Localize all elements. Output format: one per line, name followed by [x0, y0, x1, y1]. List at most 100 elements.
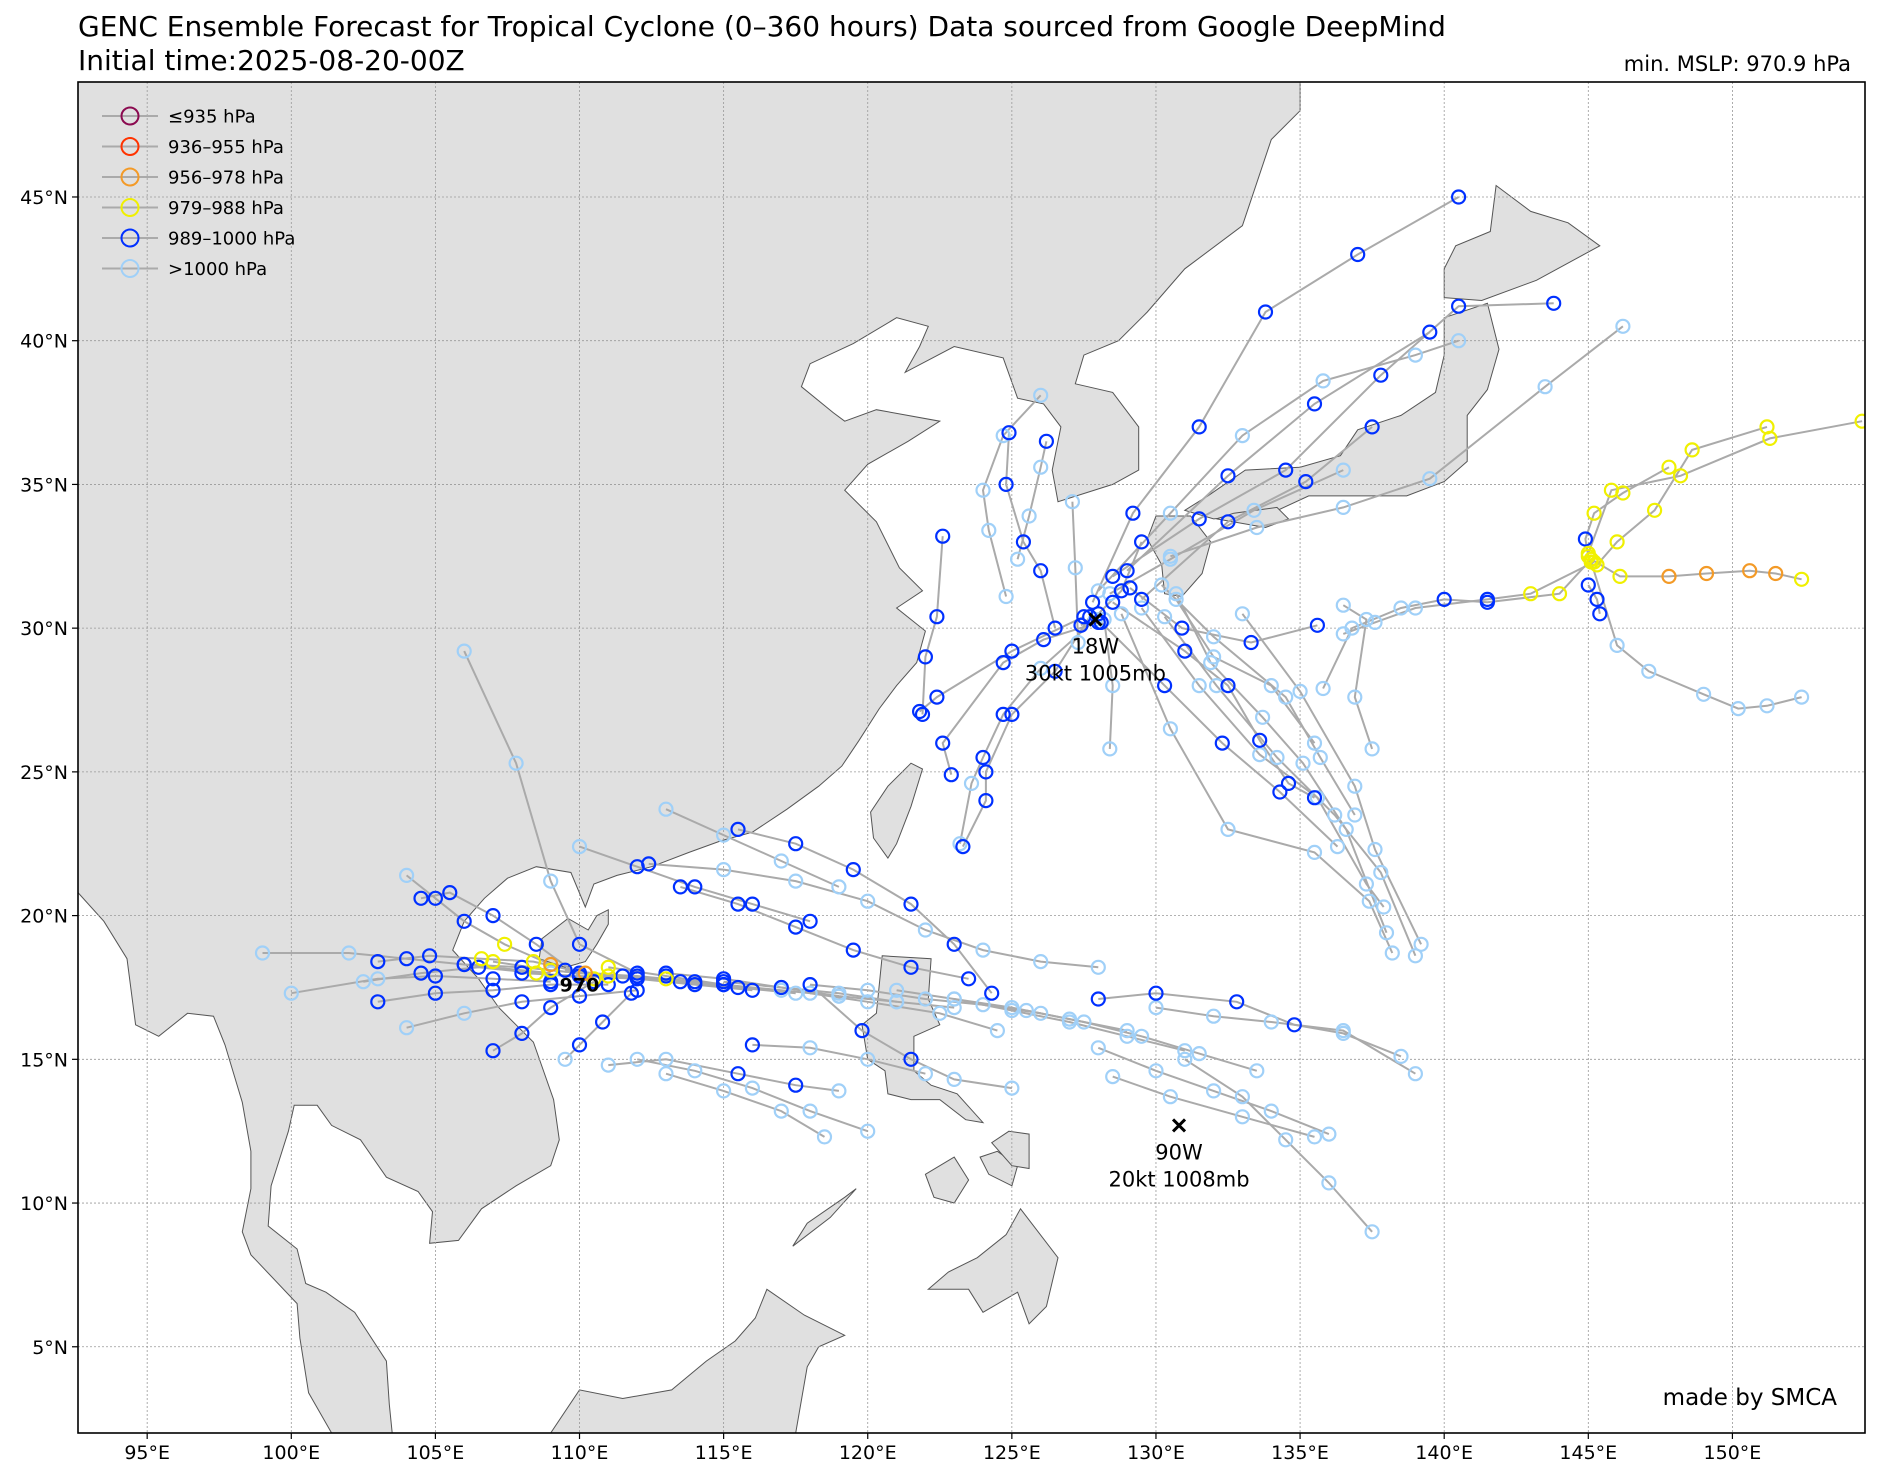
- track-point: [963, 775, 980, 792]
- ensemble-track: [665, 1072, 826, 1138]
- tracks-layer: [262, 196, 1863, 1233]
- storm-x-icon: [1171, 1118, 1187, 1133]
- track-point: [1358, 876, 1375, 892]
- track-point: [1450, 189, 1467, 205]
- storm-id-label: 18W: [1072, 635, 1120, 659]
- track-point: [1292, 683, 1308, 700]
- ensemble-track: [1112, 601, 1315, 799]
- ensemble-track: [608, 1058, 840, 1092]
- track-point: [1367, 614, 1383, 631]
- points-layer: [254, 189, 1865, 1240]
- legend-marker: [120, 137, 140, 156]
- track-point: [1589, 557, 1605, 573]
- ensemble-track: [377, 983, 609, 1003]
- track-point: [1133, 600, 1150, 616]
- ensemble-track: [564, 969, 796, 995]
- track-point: [1278, 689, 1294, 705]
- ensemble-track: [809, 983, 1013, 1090]
- ensemble-track: [1163, 616, 1417, 957]
- storm-x-icon: [1088, 612, 1103, 627]
- track-point: [370, 971, 386, 987]
- track-point: [1306, 844, 1323, 861]
- track-point: [989, 1022, 1006, 1039]
- ensemble-track: [665, 808, 840, 888]
- track-point: [1646, 502, 1663, 518]
- track-point: [485, 982, 501, 998]
- track-point: [485, 953, 501, 970]
- track-point: [1358, 611, 1375, 628]
- track-point: [1586, 554, 1602, 570]
- track-point: [528, 936, 544, 952]
- legend-item: 936–955 hPa: [102, 137, 284, 158]
- track-point: [1759, 419, 1775, 435]
- track-point: [978, 792, 994, 809]
- chart-title: GENC Ensemble Forecast for Tropical Cycl…: [78, 10, 1446, 43]
- track-point: [1249, 1063, 1265, 1079]
- track-point: [413, 965, 429, 981]
- ensemble-track: [981, 394, 1042, 597]
- track-point: [1162, 505, 1179, 521]
- track-point: [1546, 295, 1562, 311]
- legend-label: 979–988 hPa: [168, 198, 284, 219]
- ensemble-track: [1091, 196, 1460, 603]
- x-tick-label: 140°E: [1415, 1442, 1473, 1464]
- track-point: [1730, 700, 1746, 717]
- track-point: [1695, 686, 1712, 702]
- track-point: [998, 588, 1014, 605]
- track-point: [456, 956, 472, 973]
- track-point: [1295, 755, 1311, 771]
- track-point: [1047, 663, 1063, 679]
- track-point: [1286, 1017, 1302, 1033]
- track-point: [658, 1066, 674, 1082]
- track-point: [1148, 1063, 1164, 1079]
- ensemble-track: [1120, 613, 1394, 954]
- track-point: [1257, 304, 1274, 320]
- track-point: [984, 985, 1000, 1001]
- track-point: [1364, 1224, 1380, 1240]
- track-point: [788, 836, 804, 852]
- legend-marker: [120, 198, 140, 217]
- track-point: [917, 649, 934, 665]
- track-point: [917, 991, 934, 1007]
- track-point: [1105, 594, 1121, 610]
- ensemble-track: [1175, 593, 1388, 934]
- track-point: [1105, 568, 1121, 585]
- track-point: [543, 962, 559, 978]
- track-point: [1119, 1022, 1135, 1039]
- track-point: [1376, 899, 1392, 915]
- track-point: [543, 873, 559, 889]
- min-pressure-label: 970: [560, 975, 600, 997]
- track-point: [1090, 991, 1106, 1007]
- track-point: [845, 861, 861, 878]
- ensemble-track: [579, 845, 811, 923]
- track-point: [1067, 560, 1083, 576]
- track-point: [1361, 893, 1377, 909]
- track-point: [802, 1040, 818, 1056]
- legend-item: 979–988 hPa: [102, 198, 284, 219]
- track-point: [1073, 617, 1089, 633]
- track-point: [1263, 677, 1279, 694]
- track-point: [715, 861, 732, 878]
- x-tick-label: 150°E: [1704, 1442, 1762, 1464]
- track-point: [1191, 511, 1207, 527]
- track-point: [1551, 586, 1568, 602]
- track-point: [1450, 298, 1467, 314]
- track-point: [946, 991, 962, 1007]
- ensemble-track: [1155, 1006, 1416, 1075]
- x-tick-label: 110°E: [551, 1442, 609, 1464]
- track-point: [1033, 953, 1049, 970]
- track-point: [1742, 563, 1758, 579]
- track-point: [1252, 732, 1268, 748]
- x-tick-label: 130°E: [1127, 1442, 1185, 1464]
- x-tick-label: 95°E: [124, 1442, 170, 1464]
- track-point: [914, 706, 931, 723]
- track-point: [600, 976, 616, 993]
- track-point: [1070, 634, 1086, 651]
- track-point: [1364, 419, 1380, 435]
- storm-info-label: 30kt 1005mb: [1025, 662, 1166, 686]
- ensemble-track: [1596, 425, 1768, 566]
- track-point: [946, 1071, 962, 1088]
- ensemble-track: [291, 974, 551, 995]
- track-point: [1315, 373, 1331, 389]
- legend: ≤935 hPa 936–955 hPa 956–978 hPa 979–988 hP…: [102, 106, 295, 280]
